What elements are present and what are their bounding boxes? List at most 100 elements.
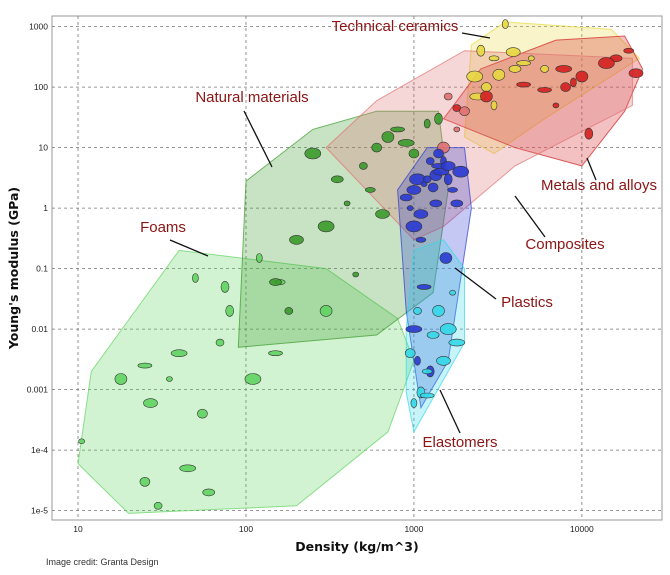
data-point bbox=[575, 70, 589, 83]
data-point bbox=[452, 165, 470, 178]
data-point bbox=[552, 102, 560, 109]
data-point bbox=[443, 173, 453, 186]
data-point bbox=[139, 476, 151, 487]
y-axis-title: Young's modulus (GPa) bbox=[6, 187, 21, 350]
material-points bbox=[78, 19, 644, 510]
data-point bbox=[170, 349, 188, 358]
y-tick-label: 1e-5 bbox=[31, 506, 48, 516]
data-point bbox=[415, 237, 427, 243]
leader-line bbox=[454, 267, 497, 300]
data-point bbox=[375, 209, 390, 219]
data-point bbox=[540, 65, 549, 73]
data-point bbox=[330, 175, 344, 184]
family-label: Elastomers bbox=[422, 434, 497, 451]
data-point bbox=[317, 220, 335, 233]
data-point bbox=[192, 273, 199, 283]
data-point bbox=[492, 69, 506, 81]
data-point bbox=[244, 373, 262, 385]
data-point bbox=[623, 47, 635, 54]
data-point bbox=[114, 373, 128, 385]
data-point bbox=[78, 438, 85, 445]
x-tick-label: 100 bbox=[239, 524, 253, 534]
data-point bbox=[413, 209, 429, 219]
x-axis-title: Density (kg/m^3) bbox=[295, 539, 418, 554]
image-credit: Image credit: Granta Design bbox=[46, 557, 159, 567]
x-tick-label: 10 bbox=[73, 524, 83, 534]
family-label: Technical ceramics bbox=[332, 18, 459, 35]
data-point bbox=[570, 77, 577, 88]
family-label: Metals and alloys bbox=[541, 177, 657, 194]
leader-line bbox=[439, 389, 461, 434]
data-point bbox=[153, 501, 163, 510]
envelope-natural-materials bbox=[237, 110, 449, 348]
data-point bbox=[215, 338, 225, 347]
data-point bbox=[449, 289, 456, 296]
data-point bbox=[505, 47, 521, 57]
data-point bbox=[137, 362, 153, 369]
data-point bbox=[413, 307, 422, 315]
data-point bbox=[527, 55, 535, 62]
data-point bbox=[419, 392, 435, 399]
data-point bbox=[319, 305, 333, 317]
data-point bbox=[371, 142, 383, 153]
data-point bbox=[480, 90, 493, 103]
data-point bbox=[268, 350, 283, 357]
data-point bbox=[408, 148, 420, 159]
family-label: Plastics bbox=[501, 294, 553, 311]
data-point bbox=[443, 92, 453, 101]
data-point bbox=[628, 68, 644, 78]
data-point bbox=[516, 81, 531, 88]
tick-labels: 10 100 1000 10000 1e-5 1e-4 0.001 0.01 0.1 1 10 100… bbox=[27, 22, 594, 534]
data-point bbox=[406, 205, 414, 211]
data-point bbox=[598, 57, 615, 69]
data-point bbox=[202, 488, 215, 497]
y-tick-label: 0.01 bbox=[31, 324, 48, 334]
data-point bbox=[405, 325, 423, 333]
data-point bbox=[508, 65, 522, 73]
data-point bbox=[447, 187, 458, 193]
plot-area bbox=[51, 15, 663, 521]
data-point bbox=[425, 157, 435, 165]
data-point bbox=[405, 220, 423, 233]
data-point bbox=[450, 199, 464, 208]
leader-line bbox=[243, 110, 273, 168]
y-tick-label: 10 bbox=[39, 143, 49, 153]
data-point bbox=[269, 278, 282, 286]
data-point bbox=[423, 118, 431, 129]
data-point bbox=[406, 185, 422, 195]
data-point bbox=[466, 70, 484, 83]
data-point bbox=[421, 368, 433, 375]
family-label: Composites bbox=[525, 236, 604, 253]
data-point bbox=[448, 338, 466, 347]
envelope-composites bbox=[325, 50, 633, 241]
data-point bbox=[410, 398, 418, 408]
data-point bbox=[432, 305, 445, 317]
leader-line bbox=[461, 32, 491, 39]
data-point bbox=[436, 355, 451, 366]
data-point bbox=[429, 199, 443, 208]
gridlines bbox=[52, 16, 662, 520]
data-point bbox=[399, 193, 413, 202]
data-point bbox=[416, 284, 432, 290]
data-point bbox=[439, 252, 453, 264]
data-point bbox=[422, 175, 432, 184]
data-point bbox=[179, 464, 196, 473]
data-point bbox=[426, 331, 440, 339]
data-point bbox=[584, 127, 594, 140]
data-point bbox=[439, 323, 457, 335]
data-point bbox=[352, 271, 360, 278]
data-point bbox=[516, 60, 531, 66]
data-point bbox=[404, 348, 416, 359]
data-point bbox=[537, 87, 552, 93]
data-point bbox=[459, 106, 470, 116]
data-point bbox=[414, 355, 421, 366]
data-point bbox=[440, 161, 456, 171]
data-point bbox=[197, 408, 208, 419]
data-point bbox=[501, 19, 509, 29]
data-point bbox=[488, 55, 500, 62]
data-point bbox=[397, 139, 415, 147]
leader-line bbox=[514, 195, 546, 238]
data-point bbox=[560, 82, 571, 92]
data-point bbox=[481, 82, 492, 92]
y-tick-label: 100 bbox=[34, 82, 48, 92]
